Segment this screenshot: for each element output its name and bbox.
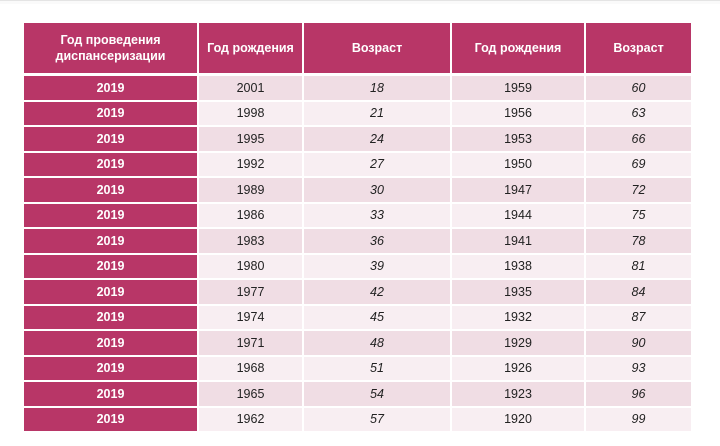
birth-year-cell: 1989 xyxy=(199,178,304,204)
table-row: 2019 1998 21 1956 63 xyxy=(24,101,691,127)
birth-year-cell: 1920 xyxy=(452,407,586,433)
screening-year-cell: 2019 xyxy=(24,76,199,102)
header-birth-year-1: Год рождения xyxy=(199,23,304,76)
birth-year-cell: 1926 xyxy=(452,356,586,382)
age-cell: 30 xyxy=(304,178,452,204)
page-top-edge xyxy=(0,0,720,4)
birth-year-cell: 2001 xyxy=(199,76,304,102)
age-cell: 42 xyxy=(304,280,452,306)
birth-year-cell: 1950 xyxy=(452,152,586,178)
birth-year-cell: 1995 xyxy=(199,127,304,153)
table-row: 2019 2001 18 1959 60 xyxy=(24,76,691,102)
age-cell: 99 xyxy=(586,407,691,433)
birth-year-cell: 1929 xyxy=(452,331,586,357)
header-birth-year-2: Год рождения xyxy=(452,23,586,76)
screening-year-cell: 2019 xyxy=(24,407,199,433)
screening-year-cell: 2019 xyxy=(24,152,199,178)
age-cell: 54 xyxy=(304,382,452,408)
birth-year-cell: 1935 xyxy=(452,280,586,306)
screening-age-table: Год проведения диспансеризации Год рожде… xyxy=(24,23,691,433)
birth-year-cell: 1986 xyxy=(199,203,304,229)
table-row: 2019 1983 36 1941 78 xyxy=(24,229,691,255)
age-cell: 78 xyxy=(586,229,691,255)
age-cell: 96 xyxy=(586,382,691,408)
age-cell: 81 xyxy=(586,254,691,280)
birth-year-cell: 1992 xyxy=(199,152,304,178)
screening-year-cell: 2019 xyxy=(24,127,199,153)
header-age-2: Возраст xyxy=(586,23,691,76)
age-cell: 87 xyxy=(586,305,691,331)
age-cell: 72 xyxy=(586,178,691,204)
table-header: Год проведения диспансеризации Год рожде… xyxy=(24,23,691,76)
birth-year-cell: 1971 xyxy=(199,331,304,357)
age-cell: 84 xyxy=(586,280,691,306)
table-container: Год проведения диспансеризации Год рожде… xyxy=(24,23,691,433)
table-row: 2019 1992 27 1950 69 xyxy=(24,152,691,178)
screening-year-cell: 2019 xyxy=(24,382,199,408)
birth-year-cell: 1983 xyxy=(199,229,304,255)
age-cell: 57 xyxy=(304,407,452,433)
age-cell: 51 xyxy=(304,356,452,382)
header-screening-year: Год проведения диспансеризации xyxy=(24,23,199,76)
birth-year-cell: 1932 xyxy=(452,305,586,331)
table-row: 2019 1974 45 1932 87 xyxy=(24,305,691,331)
table-row: 2019 1968 51 1926 93 xyxy=(24,356,691,382)
birth-year-cell: 1977 xyxy=(199,280,304,306)
age-cell: 27 xyxy=(304,152,452,178)
birth-year-cell: 1962 xyxy=(199,407,304,433)
age-cell: 45 xyxy=(304,305,452,331)
age-cell: 63 xyxy=(586,101,691,127)
birth-year-cell: 1965 xyxy=(199,382,304,408)
birth-year-cell: 1968 xyxy=(199,356,304,382)
table-row: 2019 1989 30 1947 72 xyxy=(24,178,691,204)
screening-year-cell: 2019 xyxy=(24,203,199,229)
screening-year-cell: 2019 xyxy=(24,254,199,280)
table-row: 2019 1977 42 1935 84 xyxy=(24,280,691,306)
age-cell: 36 xyxy=(304,229,452,255)
age-cell: 39 xyxy=(304,254,452,280)
birth-year-cell: 1974 xyxy=(199,305,304,331)
birth-year-cell: 1938 xyxy=(452,254,586,280)
birth-year-cell: 1956 xyxy=(452,101,586,127)
age-cell: 69 xyxy=(586,152,691,178)
screening-year-cell: 2019 xyxy=(24,356,199,382)
age-cell: 66 xyxy=(586,127,691,153)
age-cell: 93 xyxy=(586,356,691,382)
screening-year-cell: 2019 xyxy=(24,101,199,127)
table-row: 2019 1995 24 1953 66 xyxy=(24,127,691,153)
age-cell: 90 xyxy=(586,331,691,357)
header-age-1: Возраст xyxy=(304,23,452,76)
screening-year-cell: 2019 xyxy=(24,331,199,357)
screening-year-cell: 2019 xyxy=(24,229,199,255)
table-row: 2019 1971 48 1929 90 xyxy=(24,331,691,357)
screening-year-cell: 2019 xyxy=(24,280,199,306)
age-cell: 18 xyxy=(304,76,452,102)
birth-year-cell: 1959 xyxy=(452,76,586,102)
table-body: 2019 2001 18 1959 60 2019 1998 21 1956 63 2019 1995… xyxy=(24,76,691,433)
screening-year-cell: 2019 xyxy=(24,178,199,204)
age-cell: 75 xyxy=(586,203,691,229)
header-row: Год проведения диспансеризации Год рожде… xyxy=(24,23,691,76)
table-row: 2019 1962 57 1920 99 xyxy=(24,407,691,433)
age-cell: 24 xyxy=(304,127,452,153)
birth-year-cell: 1998 xyxy=(199,101,304,127)
age-cell: 48 xyxy=(304,331,452,357)
age-cell: 60 xyxy=(586,76,691,102)
age-cell: 21 xyxy=(304,101,452,127)
birth-year-cell: 1980 xyxy=(199,254,304,280)
screening-year-cell: 2019 xyxy=(24,305,199,331)
birth-year-cell: 1944 xyxy=(452,203,586,229)
birth-year-cell: 1923 xyxy=(452,382,586,408)
table-row: 2019 1965 54 1923 96 xyxy=(24,382,691,408)
table-row: 2019 1980 39 1938 81 xyxy=(24,254,691,280)
table-row: 2019 1986 33 1944 75 xyxy=(24,203,691,229)
birth-year-cell: 1941 xyxy=(452,229,586,255)
birth-year-cell: 1947 xyxy=(452,178,586,204)
age-cell: 33 xyxy=(304,203,452,229)
birth-year-cell: 1953 xyxy=(452,127,586,153)
